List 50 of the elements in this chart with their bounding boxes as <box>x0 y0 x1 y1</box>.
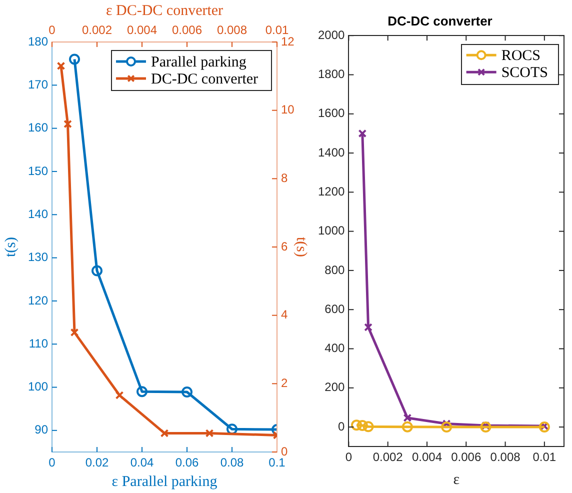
x-tick-label: 0.006 <box>172 23 202 38</box>
y-tick-label: 90 <box>34 422 48 437</box>
y-tick-label: 180 <box>28 34 48 48</box>
y-tick-label: 600 <box>324 302 346 316</box>
y-axis-title: t(s) <box>2 237 19 257</box>
y-tick-label: 110 <box>28 336 48 350</box>
y-tick-label: 200 <box>324 380 346 394</box>
y-tick-label: 1600 <box>318 106 346 120</box>
y-tick-label: 100 <box>28 380 48 394</box>
x-axis-title: ε DC-DC converter <box>106 2 224 19</box>
x-tick-label: 0.01 <box>532 450 556 464</box>
x-tick-label: 0.1 <box>268 456 286 470</box>
y-tick-label: 1200 <box>318 184 346 198</box>
y-tick-label: 140 <box>28 206 48 221</box>
x-tick-label: 0.006 <box>451 450 482 464</box>
chart-title: DC-DC converter <box>388 13 492 28</box>
y-tick-label: 120 <box>28 293 48 308</box>
y-tick-label: 150 <box>28 164 48 178</box>
y-tick-label: 400 <box>324 341 346 356</box>
x-tick-label: 0.004 <box>126 23 158 38</box>
y-axis-title: t(s) <box>293 237 310 257</box>
x-tick-label: 0.04 <box>130 456 154 470</box>
y-tick-label: 8 <box>281 170 288 185</box>
y-tick-label: 1000 <box>318 224 346 238</box>
x-tick-label: 0.002 <box>82 23 112 38</box>
x-tick-label: 0.02 <box>85 456 109 470</box>
y-tick-label: 2 <box>281 376 288 390</box>
y-tick-label: 160 <box>28 120 48 135</box>
y-tick-label: 4 <box>281 308 288 322</box>
y-tick-label: 1800 <box>318 67 346 82</box>
x-tick-label: 0.002 <box>372 450 404 464</box>
y-tick-label: 170 <box>28 77 48 92</box>
y-tick-label: 1400 <box>318 145 346 160</box>
x-axis-title: ε Parallel parking <box>112 474 218 490</box>
x-tick-label: 0.008 <box>216 23 248 38</box>
y-tick-label: 130 <box>28 250 48 264</box>
x-axis-title: ε <box>453 472 460 488</box>
legend-label: DC-DC converter <box>151 71 258 88</box>
x-tick-label: 0.008 <box>490 450 521 464</box>
y-tick-label: 6 <box>281 239 288 254</box>
y-tick-label: 800 <box>324 262 346 277</box>
legend-label: Parallel parking <box>151 54 247 70</box>
legend-label: SCOTS <box>501 65 548 82</box>
x-tick-label: 0.08 <box>220 456 244 470</box>
x-tick-label: 0.06 <box>175 456 199 470</box>
y-tick-label: 10 <box>281 102 295 117</box>
legend-label: ROCS <box>501 48 541 64</box>
x-tick-label: 0.004 <box>412 450 442 464</box>
y-tick-label: 0 <box>338 419 346 434</box>
y-tick-label: 2000 <box>318 28 346 42</box>
